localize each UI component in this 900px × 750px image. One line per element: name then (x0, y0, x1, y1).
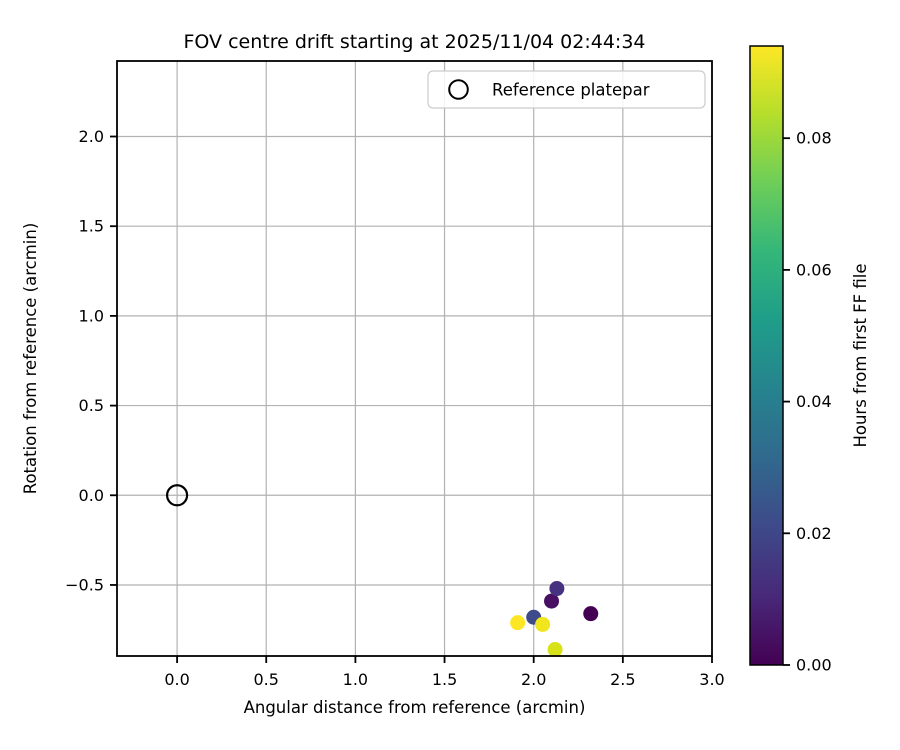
x-tick-label: 2.5 (610, 670, 635, 689)
y-tick-label: 1.5 (79, 217, 104, 236)
y-axis-label: Rotation from reference (arcmin) (21, 223, 40, 495)
reference-platepar-marker (165, 484, 189, 507)
scatter-point (549, 581, 565, 597)
x-tick-label: 2.0 (521, 670, 546, 689)
colorbar-tick-label: 0.06 (796, 260, 832, 279)
legend: Reference platepar (427, 70, 706, 109)
y-tick-labels: 2.0 1.5 1.0 0.5 0.0 −0.5 (65, 127, 104, 594)
x-axis-label: Angular distance from reference (arcmin) (244, 698, 586, 717)
colorbar-tick-marks (783, 137, 790, 666)
x-tick-label: 1.5 (432, 670, 457, 689)
plot-area: 0.0 0.5 1.0 1.5 2.0 2.5 3.0 2.0 1.5 1.0 0.5 0.0 −0.… (65, 60, 725, 689)
scatter-point (544, 593, 560, 609)
y-tick-label: 2.0 (79, 127, 104, 146)
legend-label: Reference platepar (492, 81, 650, 100)
scatter-point (510, 615, 526, 631)
axis-tick-marks (110, 135, 713, 663)
scatter-point (583, 606, 599, 622)
colorbar: 0.00 0.02 0.04 0.06 0.08 Hours from first FF… (749, 45, 870, 675)
y-tick-label: 0.0 (79, 486, 104, 505)
colorbar-tick-labels: 0.00 0.02 0.04 0.06 0.08 (796, 129, 832, 675)
x-tick-label: 3.0 (699, 670, 724, 689)
colorbar-tick-label: 0.04 (796, 392, 832, 411)
colorbar-tick-label: 0.00 (796, 656, 832, 675)
chart-title: FOV centre drift starting at 2025/11/04 … (183, 31, 645, 53)
scatter-point (547, 642, 563, 658)
legend-open-circle-icon (448, 79, 469, 100)
y-tick-label: −0.5 (65, 575, 104, 594)
x-tick-label: 0.0 (164, 670, 189, 689)
x-tick-label: 1.0 (343, 670, 368, 689)
plot-border (116, 60, 713, 657)
x-tick-label: 0.5 (254, 670, 279, 689)
y-tick-label: 0.5 (79, 396, 104, 415)
colorbar-label: Hours from first FF file (851, 263, 870, 447)
colorbar-tick-label: 0.02 (796, 524, 832, 543)
gridlines (117, 61, 713, 656)
colorbar-gradient-bar (749, 45, 784, 666)
x-tick-labels: 0.0 0.5 1.0 1.5 2.0 2.5 3.0 (164, 670, 724, 689)
y-tick-label: 1.0 (79, 306, 104, 325)
legend-box (427, 70, 706, 109)
scatter-points (510, 581, 599, 658)
colorbar-tick-label: 0.08 (796, 129, 832, 148)
scatter-point (535, 616, 551, 632)
plot-background (117, 61, 712, 656)
